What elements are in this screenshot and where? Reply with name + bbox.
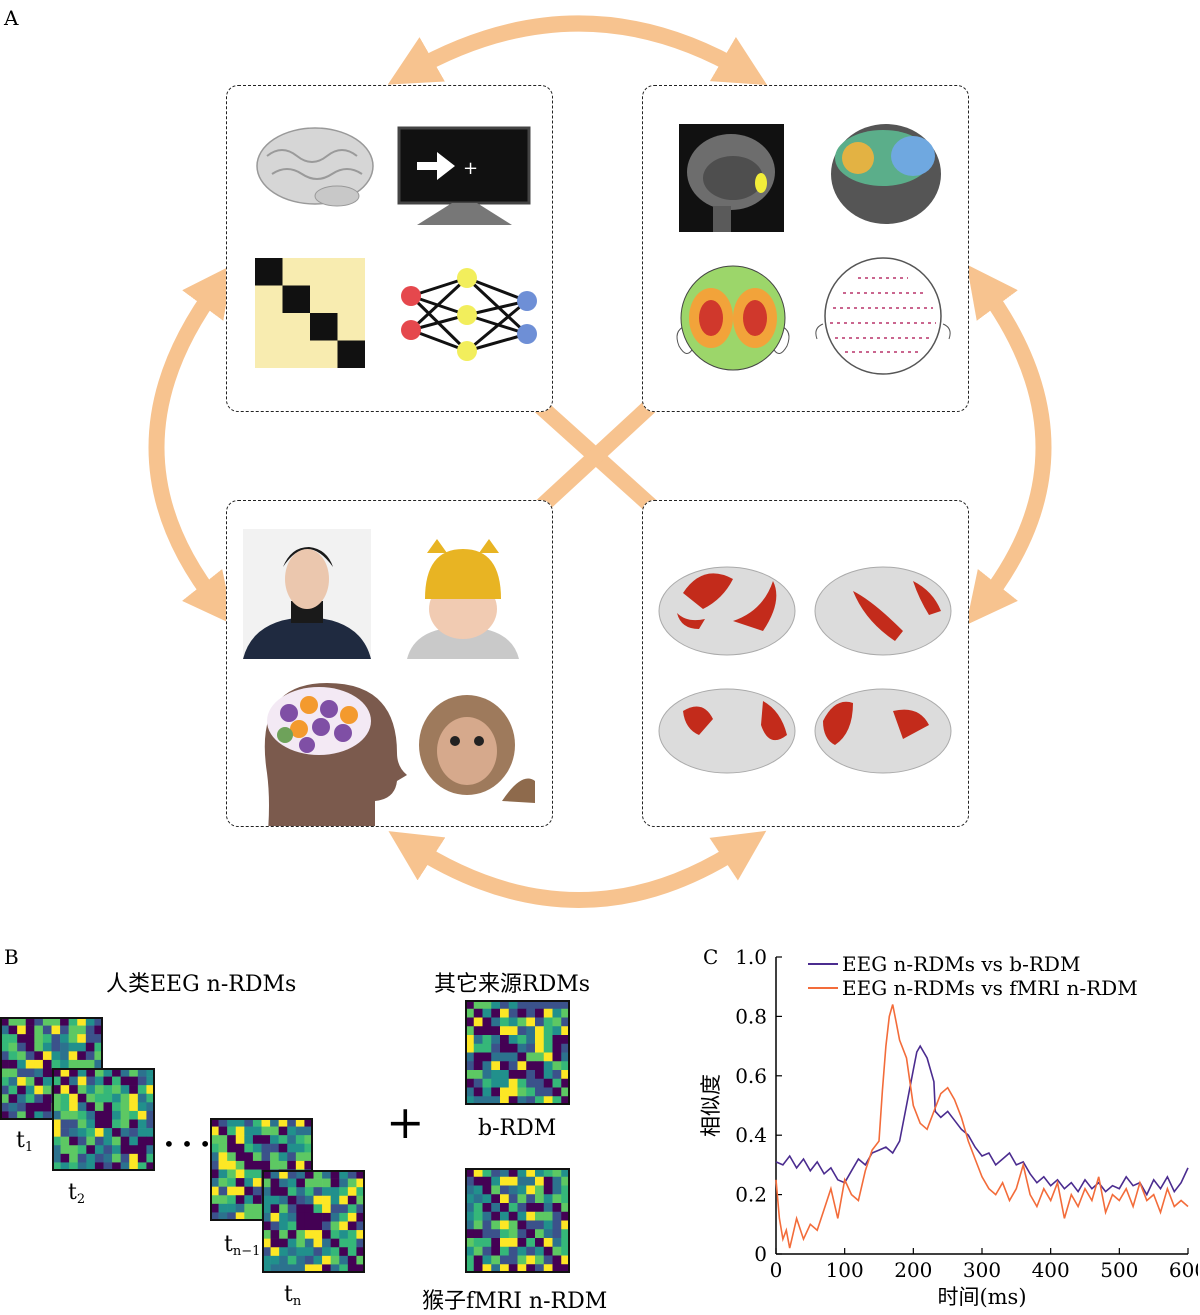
- eeg-rdm-t2: [52, 1068, 156, 1172]
- y-tick-label: 0.4: [735, 1123, 767, 1147]
- legend-label-2: EEG n-RDMs vs fMRI n-RDM: [842, 976, 1138, 1000]
- box-neuroimaging-content: [676, 124, 951, 375]
- y-tick-label: 0.2: [735, 1183, 767, 1207]
- legend-label-1: EEG n-RDMs vs b-RDM: [842, 952, 1080, 976]
- b-rdm-matrix-icon: [255, 258, 365, 368]
- panel-label-c: C: [703, 945, 719, 969]
- box-subjects: [226, 500, 553, 843]
- y-tick-label: 0.6: [735, 1064, 767, 1088]
- cortex-medial-right-icon: [814, 688, 952, 774]
- b-rdm-matrix: [465, 1000, 571, 1106]
- series-line-2: [775, 1004, 1189, 1249]
- brain-3d-icon: [256, 127, 374, 207]
- label-b-rdm: b-RDM: [478, 1116, 557, 1141]
- panel-label-a: A: [4, 6, 19, 30]
- cortex-medial-left-icon: [658, 688, 796, 774]
- y-axis-label: 相似度: [699, 1074, 723, 1137]
- series-line-1: [775, 1044, 1189, 1197]
- x-tick-label: 500: [1100, 1258, 1138, 1282]
- arrow-top: [387, 15, 768, 85]
- y-tick-label: 0: [754, 1242, 767, 1266]
- monkey-fmri-rdm-matrix: [465, 1168, 571, 1274]
- adult-face-photo-icon: [243, 529, 371, 659]
- arrow-left: [148, 264, 234, 626]
- brain-puzzle-head-icon: [264, 683, 407, 843]
- monkey-face-photo-icon: [409, 691, 535, 803]
- title-human-eeg: 人类EEG n-RDMs: [106, 972, 297, 997]
- similarity-line-chart: 0 100 200 300 400 500 600 0 0.2 0.4 0.6 0.8 1.0 时间(ms…: [699, 945, 1198, 1308]
- panel-a-arrows: [148, 15, 1052, 908]
- eeg-sensor-layout-icon: [815, 257, 951, 375]
- ellipsis-dots: • • •: [163, 1132, 212, 1156]
- x-tick-label: 300: [963, 1258, 1001, 1282]
- box-subjects-content: [243, 529, 535, 843]
- eeg-topography-map-icon: [676, 265, 790, 371]
- x-tick-label: 600: [1169, 1258, 1198, 1282]
- label-tn-1: tn−1: [224, 1232, 261, 1259]
- label-t1: t1: [16, 1128, 34, 1155]
- y-tick-label: 1.0: [735, 945, 767, 969]
- box-models-content: +: [255, 126, 537, 368]
- label-tn: tn: [284, 1282, 302, 1309]
- plus-sign: +: [386, 1095, 425, 1149]
- x-tick-label: 400: [1032, 1258, 1070, 1282]
- panel-label-b: B: [4, 945, 19, 969]
- baby-face-photo-icon: [407, 529, 519, 659]
- box-cortex-content: [658, 566, 952, 774]
- mri-sagittal-slice-icon: [679, 124, 784, 232]
- box-neuroimaging: [642, 85, 969, 412]
- cortex-lateral-left-icon: [658, 566, 796, 656]
- cortex-lateral-right-icon: [814, 566, 952, 656]
- box-cortex: [642, 500, 969, 827]
- brain-surface-heatmap-icon: [831, 124, 941, 224]
- x-axis-label: 时间(ms): [937, 1285, 1026, 1308]
- label-t2: t2: [68, 1180, 86, 1207]
- eeg-rdm-tn-1: [210, 1118, 314, 1222]
- neural-network-icon: [401, 268, 537, 361]
- arrow-bottom: [388, 830, 767, 908]
- eeg-rdm-tn: [262, 1170, 366, 1274]
- box-models: +: [226, 85, 553, 412]
- arrow-right: [966, 264, 1052, 626]
- monitor-arrow-stimulus-icon: +: [397, 126, 531, 225]
- svg-text:+: +: [463, 158, 478, 179]
- title-other-sources: 其它来源RDMs: [434, 972, 591, 997]
- y-tick-label: 0.8: [735, 1004, 767, 1028]
- x-tick-label: 0: [770, 1258, 783, 1282]
- label-monkey-fmri: 猴子fMRI n-RDM: [422, 1289, 608, 1314]
- x-tick-label: 100: [826, 1258, 864, 1282]
- x-tick-label: 200: [894, 1258, 932, 1282]
